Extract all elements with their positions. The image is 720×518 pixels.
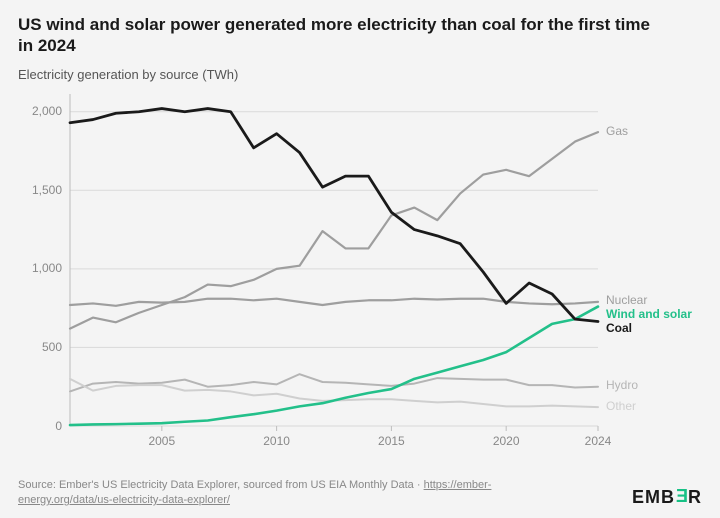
series-label-nuclear: Nuclear	[606, 294, 647, 307]
series-label-hydro: Hydro	[606, 379, 638, 392]
series-Nuclear	[70, 298, 598, 305]
line-chart-svg	[18, 90, 702, 462]
logo-part-e: E	[675, 486, 688, 507]
y-tick-label: 1,000	[22, 261, 62, 275]
chart-footer: Source: Ember's US Electricity Data Expl…	[18, 478, 702, 508]
series-label-other: Other	[606, 400, 636, 413]
series-Hydro	[70, 374, 598, 391]
ember-logo: EMBER	[632, 487, 702, 508]
y-tick-label: 1,500	[22, 183, 62, 197]
x-tick-label: 2020	[493, 434, 520, 448]
source-text: Source: Ember's US Electricity Data Expl…	[18, 479, 424, 491]
series-Gas	[70, 132, 598, 328]
logo-part-a: EMB	[632, 487, 675, 508]
series-label-wind-and-solar: Wind and solar	[606, 308, 692, 321]
x-tick-label: 2024	[585, 434, 612, 448]
chart-card: US wind and solar power generated more e…	[0, 0, 720, 518]
chart-area: 0 500 1,000 1,500 2,000 2005 2010 2015 2020 2024…	[18, 90, 702, 462]
x-tick-label: 2015	[378, 434, 405, 448]
series-Coal	[70, 108, 598, 321]
y-tick-label: 500	[22, 340, 62, 354]
x-tick-label: 2005	[148, 434, 175, 448]
series-label-coal: Coal	[606, 322, 632, 335]
x-tick-label: 2010	[263, 434, 290, 448]
series-label-gas: Gas	[606, 125, 628, 138]
source-attribution: Source: Ember's US Electricity Data Expl…	[18, 478, 578, 508]
y-tick-label: 0	[22, 419, 62, 433]
chart-subtitle: Electricity generation by source (TWh)	[18, 67, 702, 82]
y-tick-label: 2,000	[22, 104, 62, 118]
chart-title: US wind and solar power generated more e…	[18, 14, 658, 57]
logo-part-b: R	[688, 487, 702, 508]
